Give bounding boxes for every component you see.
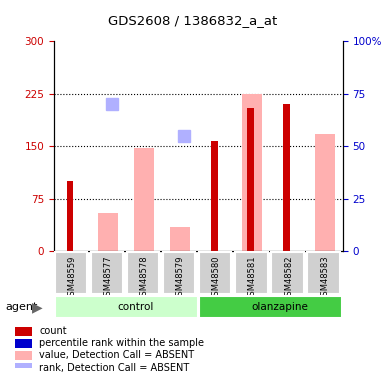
Bar: [15, 327, 32, 336]
Text: ▶: ▶: [32, 301, 42, 315]
Bar: [55, 296, 198, 318]
Text: rank, Detection Call = ABSENT: rank, Detection Call = ABSENT: [39, 363, 189, 372]
Bar: [134, 148, 154, 251]
Bar: [170, 227, 190, 251]
Bar: [127, 252, 159, 294]
Bar: [163, 252, 195, 294]
Bar: [315, 134, 335, 251]
Text: GSM48559: GSM48559: [67, 256, 77, 301]
Bar: [55, 252, 87, 294]
Bar: [283, 104, 290, 251]
Text: count: count: [39, 326, 67, 336]
Text: GDS2608 / 1386832_a_at: GDS2608 / 1386832_a_at: [108, 14, 277, 27]
Text: GSM48580: GSM48580: [212, 256, 221, 301]
Text: GSM48582: GSM48582: [284, 256, 293, 301]
Bar: [67, 181, 74, 251]
Bar: [15, 351, 32, 360]
Bar: [15, 363, 32, 372]
Text: percentile rank within the sample: percentile rank within the sample: [39, 338, 204, 348]
Bar: [243, 94, 262, 251]
Bar: [271, 252, 304, 294]
Bar: [307, 252, 340, 294]
Bar: [15, 339, 32, 348]
Text: agent: agent: [6, 302, 38, 312]
Bar: [91, 252, 123, 294]
Bar: [199, 296, 342, 318]
Bar: [248, 108, 254, 251]
Text: GSM48581: GSM48581: [248, 256, 257, 301]
Text: control: control: [117, 302, 153, 312]
Bar: [98, 213, 118, 251]
Text: GSM48579: GSM48579: [176, 256, 185, 301]
Bar: [235, 252, 268, 294]
Bar: [211, 141, 218, 251]
Bar: [199, 252, 231, 294]
Text: value, Detection Call = ABSENT: value, Detection Call = ABSENT: [39, 350, 194, 360]
Text: GSM48577: GSM48577: [104, 256, 112, 301]
Text: GSM48583: GSM48583: [320, 256, 329, 301]
Text: olanzapine: olanzapine: [251, 302, 308, 312]
Text: GSM48578: GSM48578: [140, 256, 149, 301]
